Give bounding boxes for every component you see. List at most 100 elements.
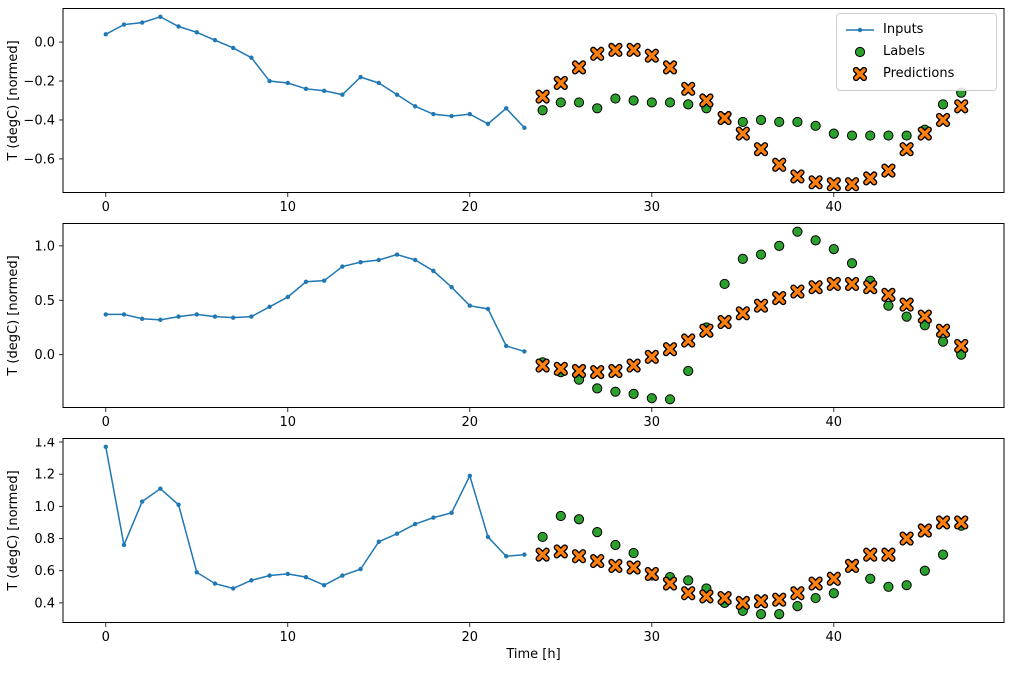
input-point [176,314,181,319]
prediction-point [573,61,585,74]
label-point [664,394,676,405]
prediction-point [700,590,713,603]
label-point [792,226,803,237]
input-point [522,552,527,557]
input-point [358,74,363,80]
label-point [919,565,930,576]
prediction-point [536,359,549,372]
input-point [230,315,236,320]
y-tick-label: 0.0 [34,348,55,363]
y-tick-label: 0.4 [34,596,55,611]
prediction-point [809,281,822,293]
legend: Inputs Labels Predictions [836,13,997,91]
input-point [340,264,345,269]
y-axis-label: T (degC) [normed] [6,470,21,591]
input-point [194,570,199,575]
prediction-point [755,595,767,607]
input-point [303,574,309,580]
axes-frame [62,8,1005,193]
label-point [610,93,621,104]
input-point [212,314,218,319]
x-tick-label: 0 [102,630,110,645]
input-point [522,125,527,130]
label-point [555,97,566,108]
prediction-point [682,334,694,347]
legend-label-predictions: Predictions [883,66,955,81]
label-point [537,531,548,543]
prediction-point [664,61,676,74]
prediction-point [955,340,967,352]
prediction-point [591,366,603,378]
prediction-point [646,50,658,62]
input-point [503,554,509,559]
label-point [646,97,657,108]
input-point [139,20,145,25]
label-point [683,365,694,377]
prediction-point [955,516,967,529]
input-point [358,566,363,572]
x-tick-label: 10 [280,200,297,215]
input-point [194,312,199,317]
prediction-point [900,298,913,311]
inputs-line [105,15,525,129]
y-tick-label: 1.0 [34,239,55,254]
prediction-point [718,112,731,124]
input-point [431,268,436,274]
prediction-point [718,316,731,328]
label-point [755,114,767,126]
prediction-point [773,292,785,304]
y-tick-label: 1.2 [34,468,55,483]
input-point [467,473,472,479]
label-point [810,235,821,246]
prediction-point [664,343,676,355]
input-point [412,521,418,527]
label-point [883,130,894,141]
subplot-bottom: 0 10 20 30 40 0.4 0.6 0.8 1.0 1.2 1.4 T (degC) [nor… [0,438,1012,653]
prediction-point [864,172,876,185]
input-point [285,571,290,577]
prediction-point [791,285,804,298]
input-point [285,80,290,86]
input-point [449,510,454,516]
x-tick-label: 20 [462,630,479,645]
label-point [719,278,730,290]
prediction-point [555,363,567,375]
x-tick-label: 20 [462,200,479,215]
input-point [249,578,254,583]
input-point [449,113,454,119]
input-point [485,306,491,312]
input-point [303,86,309,92]
axes-frame [62,438,1005,623]
label-point [573,97,585,108]
prediction-point [791,170,804,183]
prediction-point [919,524,931,537]
input-point [412,104,418,109]
axes-canvas: 0 10 20 30 40 0.0 −0.2 −0.4 −0.6T (degC) [normed… [6,8,1005,215]
prediction-point [700,94,713,107]
label-point [865,130,876,141]
legend-item-labels: Labels [845,41,988,63]
label-point [846,130,858,141]
prediction-point [937,325,949,337]
label-point [755,249,767,260]
y-tick-label: 0.8 [34,532,55,547]
prediction-point [646,568,658,580]
input-point [340,92,345,97]
input-point [249,314,254,319]
label-point [537,105,548,116]
prediction-point [937,516,949,529]
input-point [103,32,108,37]
input-point [176,24,181,29]
prediction-point [591,555,603,567]
prediction-point [718,592,731,604]
label-point [592,383,603,394]
label-point [683,575,694,586]
prediction-point [555,77,567,89]
label-point [628,95,639,106]
x-tick-label: 20 [462,415,479,430]
legend-label-labels: Labels [883,44,925,59]
label-point [883,581,894,592]
label-point [937,99,949,110]
x-tick-label: 30 [644,200,661,215]
